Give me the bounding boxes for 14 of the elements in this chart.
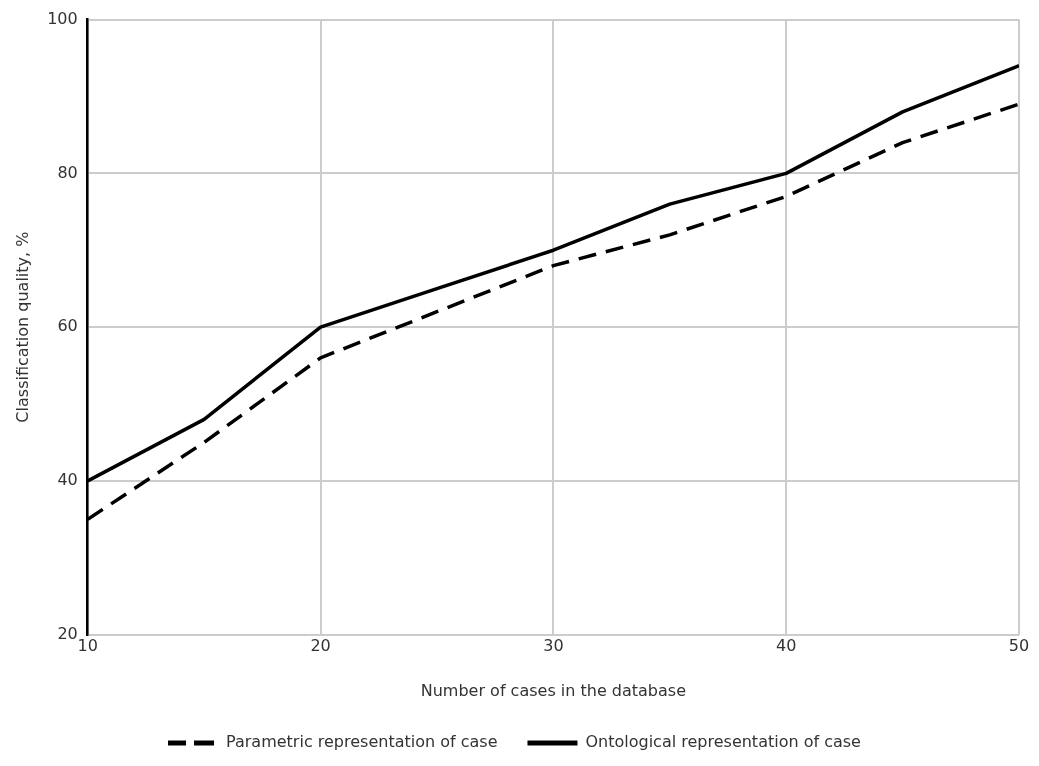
y-tick-label: 100 bbox=[47, 8, 78, 28]
x-axis-title: Number of cases in the database bbox=[420, 680, 686, 700]
y-axis-title: Classification quality, % bbox=[12, 231, 32, 423]
y-tick-label: 20 bbox=[57, 623, 78, 643]
x-tick-label: 20 bbox=[310, 636, 331, 656]
x-tick-label: 50 bbox=[1008, 636, 1030, 656]
legend-label: Ontological representation of case bbox=[585, 732, 861, 752]
x-tick-label: 30 bbox=[543, 636, 564, 656]
y-tick-label: 40 bbox=[57, 470, 78, 490]
y-tick-label: 80 bbox=[57, 162, 78, 182]
x-tick-label: 40 bbox=[776, 636, 797, 656]
legend-label: Parametric representation of case bbox=[226, 732, 498, 752]
x-tick-label: 10 bbox=[77, 636, 98, 656]
y-tick-label: 60 bbox=[57, 316, 78, 336]
